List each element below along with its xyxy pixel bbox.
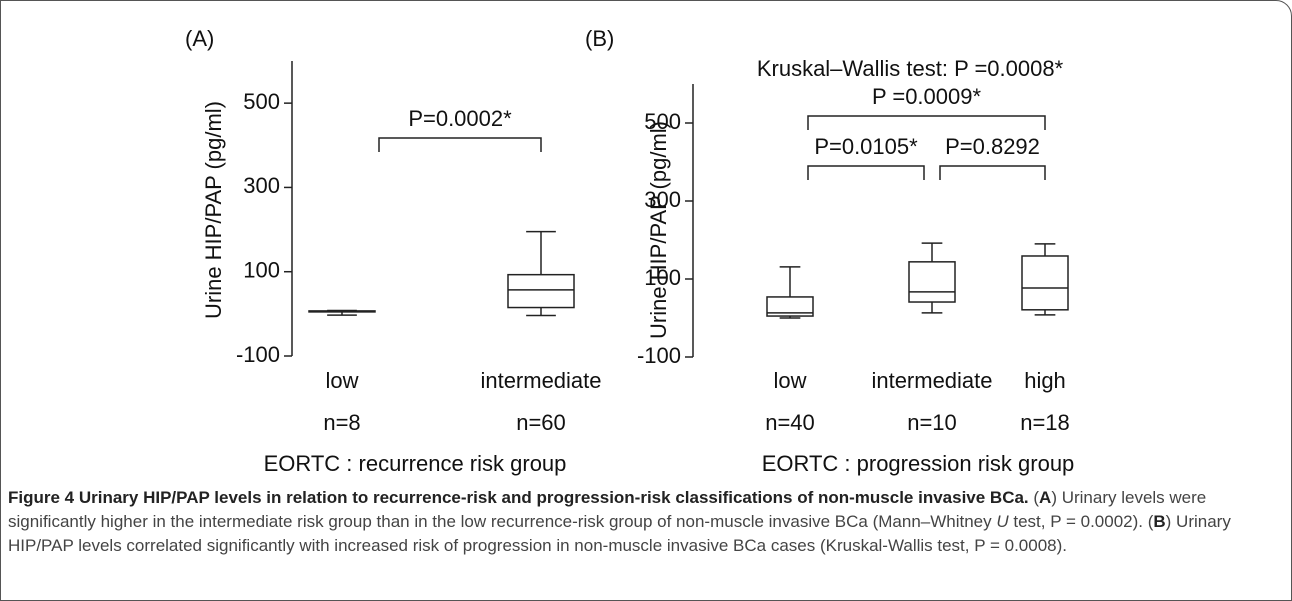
significance-bracket (807, 115, 1046, 130)
n-label: n=60 (516, 410, 566, 435)
panel-label: (B) (585, 26, 614, 51)
caption-text: Figure 4 Urinary HIP/PAP levels in relat… (8, 488, 1029, 507)
caption-text: B (1153, 512, 1166, 531)
caption-text: test, P = 0.0002). ( (1008, 512, 1154, 531)
y-tick-label: 500 (644, 109, 681, 134)
n-label: n=10 (907, 410, 957, 435)
significance-bracket (939, 165, 1046, 180)
y-tick-label: -100 (637, 343, 681, 368)
y-tick-label: -100 (236, 342, 280, 367)
x-axis-label: EORTC : recurrence risk group (264, 451, 567, 476)
y-tick-label: 100 (644, 265, 681, 290)
y-axis-label: Urine HIP/PAP (pg/ml) (646, 121, 671, 339)
y-tick-label: 500 (243, 89, 280, 114)
box (1021, 255, 1069, 311)
subtitle: Kruskal–Wallis test: P =0.0008* (757, 56, 1064, 81)
caption-text: ) Urinary HIP/PAP levels correlated sign… (8, 512, 1231, 555)
x-tick-label: intermediate (871, 368, 992, 393)
caption-text: U (996, 512, 1009, 531)
x-tick-label: high (1024, 368, 1066, 393)
box (766, 296, 814, 317)
y-axis-label: Urine HIP/PAP (pg/ml) (201, 101, 226, 319)
p-value: P=0.8292 (945, 134, 1040, 159)
n-label: n=18 (1020, 410, 1070, 435)
caption: Figure 4 Urinary HIP/PAP levels in relat… (8, 486, 1273, 558)
n-label: n=40 (765, 410, 815, 435)
p-value: P=0.0105* (814, 134, 918, 159)
n-label: n=8 (323, 410, 360, 435)
y-tick-label: 300 (243, 173, 280, 198)
panel-label: (A) (185, 26, 214, 51)
p-value: P=0.0002* (408, 106, 512, 131)
y-tick-label: 100 (243, 258, 280, 283)
box (507, 273, 575, 309)
x-axis-label: EORTC : progression risk group (762, 451, 1075, 476)
box (908, 261, 956, 303)
p-value: P =0.0009* (872, 84, 982, 109)
caption-text: ( (1028, 488, 1040, 507)
caption-text: ) Urinary levels were significantly high… (8, 488, 1207, 531)
x-tick-label: intermediate (480, 368, 601, 393)
figure: (A) Urine HIP/PAP (pg/ml) -100 100 300 500 low… (185, 26, 1075, 476)
x-tick-label: low (773, 368, 806, 393)
x-tick-label: low (325, 368, 358, 393)
y-tick-label: 300 (644, 187, 681, 212)
significance-bracket (378, 137, 542, 152)
caption-text: A (1039, 488, 1052, 507)
significance-bracket (807, 165, 925, 180)
